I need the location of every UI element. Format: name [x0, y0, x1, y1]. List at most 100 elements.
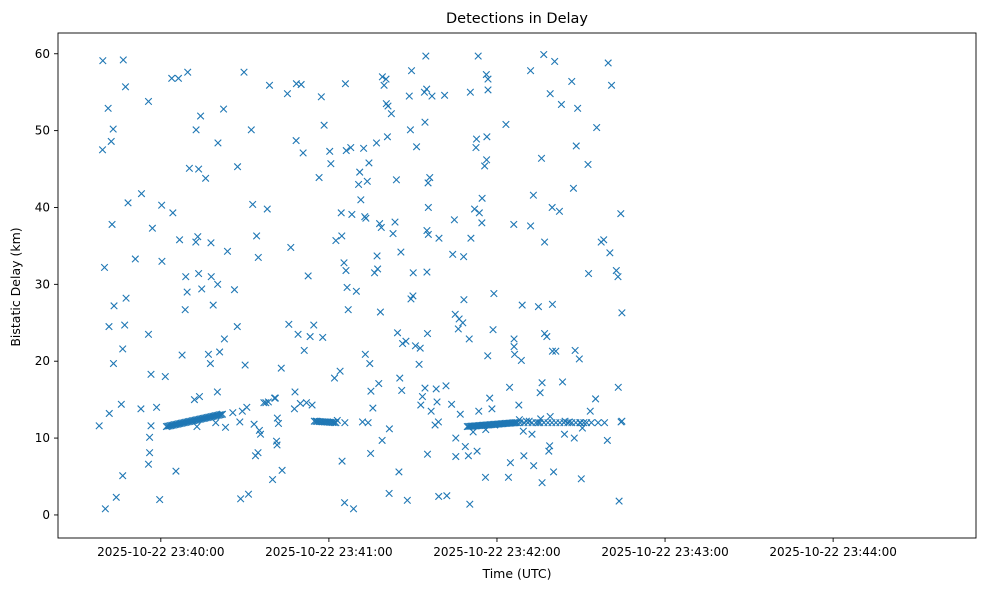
data-point	[337, 209, 345, 217]
data-point	[449, 250, 457, 259]
data-point	[600, 236, 608, 244]
data-point	[421, 118, 429, 126]
data-point	[481, 473, 490, 481]
data-point	[510, 220, 518, 229]
data-point	[236, 418, 244, 426]
data-point	[593, 123, 601, 132]
data-point	[484, 352, 492, 360]
data-point	[572, 142, 580, 150]
data-point	[241, 361, 249, 369]
data-point	[526, 222, 535, 230]
data-point	[450, 216, 459, 224]
data-point	[393, 329, 402, 337]
data-point	[192, 238, 200, 246]
data-point	[263, 205, 271, 213]
y-tick-label: 20	[35, 354, 50, 368]
data-point	[618, 417, 626, 425]
data-point	[302, 399, 311, 407]
data-point	[484, 75, 492, 83]
data-point	[338, 232, 346, 240]
data-point	[110, 302, 118, 310]
data-point	[432, 385, 440, 393]
data-point	[433, 398, 441, 406]
data-point	[423, 329, 432, 338]
data-point	[475, 209, 484, 217]
data-point	[373, 252, 381, 260]
data-point	[395, 468, 403, 476]
data-point	[212, 419, 220, 427]
data-point	[342, 266, 350, 275]
data-point	[336, 367, 344, 375]
data-point	[555, 207, 564, 216]
data-point	[385, 425, 394, 433]
data-point	[378, 73, 387, 81]
data-point	[144, 97, 153, 106]
data-point	[526, 66, 535, 75]
data-point	[423, 450, 432, 458]
data-point	[326, 147, 334, 156]
data-point	[172, 467, 180, 475]
data-point	[584, 269, 593, 278]
data-point	[244, 490, 253, 498]
data-point	[529, 462, 538, 470]
data-point	[247, 126, 255, 134]
data-point	[147, 422, 155, 430]
data-point	[229, 409, 237, 417]
data-point	[330, 374, 339, 382]
data-point	[342, 146, 350, 155]
y-tick-label: 50	[35, 124, 50, 138]
data-point	[145, 433, 154, 441]
data-point	[277, 364, 285, 372]
data-point	[584, 160, 592, 169]
data-point	[365, 159, 373, 167]
data-point	[517, 356, 526, 365]
data-point	[478, 219, 486, 227]
data-point	[340, 259, 348, 267]
data-point	[209, 301, 217, 309]
data-point	[218, 410, 227, 418]
data-point	[569, 184, 578, 192]
data-point	[340, 498, 349, 507]
data-point	[306, 332, 314, 341]
data-point	[193, 422, 201, 431]
data-point	[119, 56, 127, 64]
data-point	[557, 100, 566, 109]
data-point	[573, 104, 582, 113]
data-point	[373, 265, 382, 273]
data-point	[505, 383, 514, 392]
chart-title: Detections in Delay	[446, 11, 588, 27]
data-point	[375, 219, 384, 228]
data-point	[617, 209, 625, 218]
data-point	[270, 394, 279, 402]
data-point	[332, 236, 340, 245]
data-point	[221, 423, 230, 432]
data-point	[385, 489, 393, 498]
data-point	[109, 359, 118, 368]
data-point	[196, 112, 205, 120]
data-point	[319, 333, 327, 342]
data-point	[168, 74, 176, 83]
data-point	[291, 388, 299, 396]
data-point	[217, 410, 225, 419]
data-point	[435, 234, 443, 242]
data-point	[452, 434, 460, 442]
data-point	[308, 401, 316, 409]
data-point	[580, 419, 588, 427]
data-point	[223, 247, 232, 255]
x-tick-label: 2025-10-22 23:40:00	[97, 545, 224, 559]
data-point	[268, 475, 277, 484]
data-point	[243, 403, 251, 412]
data-point	[120, 321, 129, 329]
data-point	[182, 272, 190, 281]
data-point	[482, 156, 491, 164]
data-point	[548, 203, 556, 212]
data-point	[375, 379, 383, 388]
data-point	[604, 59, 612, 67]
data-point	[144, 460, 153, 468]
data-point	[548, 300, 557, 309]
data-point	[510, 335, 518, 343]
data-point	[534, 302, 543, 311]
data-point	[254, 253, 262, 262]
data-point	[384, 102, 392, 110]
data-point	[194, 269, 203, 278]
